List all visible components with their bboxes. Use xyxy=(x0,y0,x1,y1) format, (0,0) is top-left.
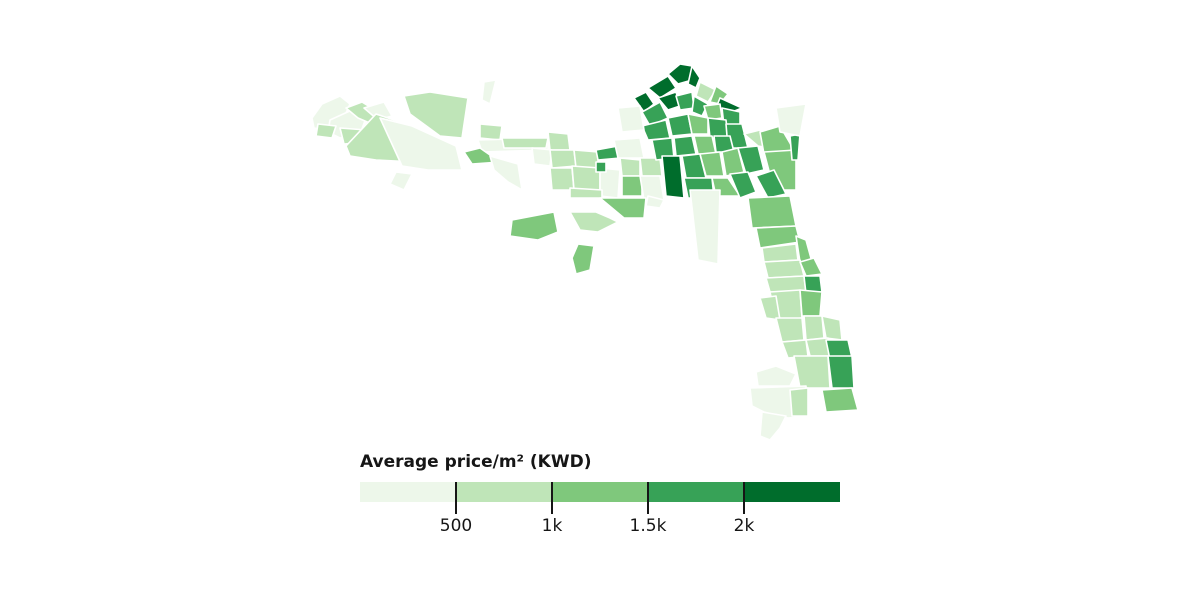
district-97[interactable] xyxy=(759,411,787,441)
legend-swatch-1 xyxy=(360,482,456,502)
legend-swatch-5 xyxy=(744,482,840,502)
district-84[interactable] xyxy=(799,289,823,317)
district-61[interactable] xyxy=(699,151,725,177)
district-36[interactable] xyxy=(571,243,595,275)
legend-label-2k: 2k xyxy=(733,516,755,536)
district-57[interactable] xyxy=(693,135,717,155)
district-79[interactable] xyxy=(763,259,805,279)
district-87[interactable] xyxy=(803,315,825,341)
district-29[interactable] xyxy=(613,137,645,159)
district-30[interactable] xyxy=(639,157,663,177)
district-66[interactable] xyxy=(729,171,757,199)
district-98[interactable] xyxy=(789,387,809,417)
district-8[interactable] xyxy=(379,117,463,171)
district-41[interactable] xyxy=(695,81,717,103)
district-21[interactable] xyxy=(549,167,575,191)
legend-swatch-4 xyxy=(648,482,744,502)
district-63[interactable] xyxy=(737,145,765,175)
district-38[interactable] xyxy=(647,75,677,99)
district-18[interactable] xyxy=(531,147,553,167)
legend-title: Average price/m² (KWD) xyxy=(360,452,592,472)
district-94[interactable] xyxy=(821,387,859,413)
district-14[interactable] xyxy=(501,137,549,149)
district-35[interactable] xyxy=(509,211,559,241)
legend-tick-1k xyxy=(551,482,553,514)
district-88[interactable] xyxy=(821,315,843,341)
district-16[interactable] xyxy=(489,155,523,191)
district-33[interactable] xyxy=(645,195,665,209)
district-28[interactable] xyxy=(621,175,643,197)
legend-label-1k: 1k xyxy=(541,516,563,536)
district-56[interactable] xyxy=(673,135,697,157)
district-73[interactable] xyxy=(617,105,645,133)
district-layer xyxy=(311,63,859,441)
district-59[interactable] xyxy=(661,155,685,199)
district-86[interactable] xyxy=(775,317,805,343)
district-48[interactable] xyxy=(703,103,723,121)
district-11[interactable] xyxy=(481,79,497,105)
district-17[interactable] xyxy=(547,131,571,151)
district-85[interactable] xyxy=(759,295,781,321)
district-50[interactable] xyxy=(641,119,671,141)
district-3[interactable] xyxy=(315,123,337,139)
district-26[interactable] xyxy=(595,161,607,173)
district-53[interactable] xyxy=(707,117,729,139)
legend-swatch-2 xyxy=(456,482,552,502)
district-40[interactable] xyxy=(687,65,701,89)
district-92[interactable] xyxy=(793,355,831,389)
legend-tick-500 xyxy=(455,482,457,514)
district-93[interactable] xyxy=(827,355,855,389)
legend-color-bar xyxy=(360,482,840,502)
district-9[interactable] xyxy=(389,171,413,191)
legend-label-500: 500 xyxy=(439,516,473,536)
district-52[interactable] xyxy=(687,113,709,135)
district-95[interactable] xyxy=(755,365,797,387)
district-10[interactable] xyxy=(403,91,469,139)
district-74[interactable] xyxy=(689,189,721,265)
district-12[interactable] xyxy=(479,123,503,141)
district-24[interactable] xyxy=(569,187,603,199)
legend-tick-2k xyxy=(743,482,745,514)
district-32[interactable] xyxy=(599,197,647,219)
district-46[interactable] xyxy=(675,91,695,111)
legend-swatch-3 xyxy=(552,482,648,502)
district-27[interactable] xyxy=(619,157,641,177)
district-80[interactable] xyxy=(799,257,823,277)
legend-label-1-5k: 1.5k xyxy=(629,516,667,536)
district-70[interactable] xyxy=(755,169,787,199)
district-34[interactable] xyxy=(569,211,619,233)
district-77[interactable] xyxy=(761,243,799,263)
district-75[interactable] xyxy=(747,195,797,229)
district-72[interactable] xyxy=(775,103,807,137)
district-71[interactable] xyxy=(789,133,801,161)
legend-tick-1-5k xyxy=(647,482,649,514)
